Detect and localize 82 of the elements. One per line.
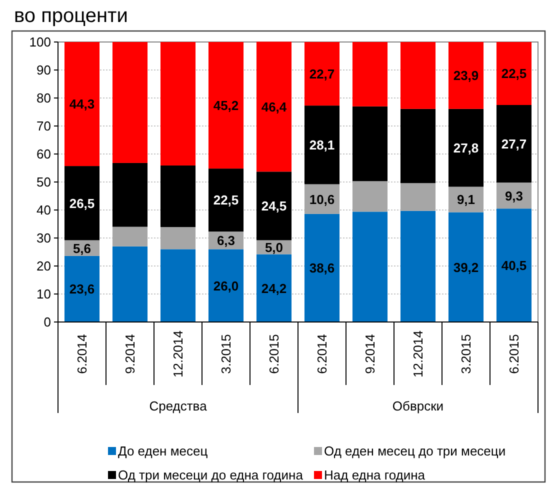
x-tick-label: 6.2015 <box>266 334 282 374</box>
bar <box>256 254 292 322</box>
bar <box>304 42 340 106</box>
y-tick-label: 80 <box>36 90 51 106</box>
x-tick-label: 6.2014 <box>74 334 90 374</box>
text: Средства <box>149 398 208 414</box>
y-tick-label: 10 <box>36 286 51 302</box>
x-tick-label: 6.2014 <box>314 334 330 374</box>
data-label: 22,5 <box>501 66 527 82</box>
legend-label: До еден месец <box>118 444 208 459</box>
legend-label: Од три месеци до една година <box>118 468 304 483</box>
bar <box>64 256 100 322</box>
data-label: 10,6 <box>309 192 335 207</box>
x-tick-label: 12.2014 <box>410 330 426 378</box>
x-tick-label: 9.2014 <box>122 334 138 374</box>
bar <box>256 172 292 240</box>
bar <box>112 162 148 227</box>
y-tick-label: 100 <box>29 34 51 50</box>
y-tick-label: 20 <box>36 258 51 274</box>
bar <box>64 42 100 166</box>
data-label: 39,2 <box>453 260 479 275</box>
data-label: 44,3 <box>69 96 95 112</box>
data-label: 27,8 <box>453 140 479 156</box>
x-tick-label: 12.2014 <box>170 330 186 378</box>
data-label: 5,6 <box>72 240 92 256</box>
x-tick-label: 3.2015 <box>218 334 234 374</box>
bar <box>160 42 196 166</box>
data-label: 26,0 <box>213 278 239 294</box>
y-tick-label: 0 <box>44 314 51 330</box>
bar <box>352 106 388 182</box>
legend-label: Над една година <box>324 468 426 483</box>
data-label: 45,2 <box>213 98 239 113</box>
data-label: 22,5 <box>213 192 239 208</box>
bar <box>496 105 532 183</box>
bar <box>400 108 436 184</box>
y-tick-label: 70 <box>36 118 51 134</box>
x-tick-label: 3.2015 <box>458 334 474 374</box>
chart-title: во проценти <box>14 5 128 27</box>
data-label: 23,6 <box>69 282 95 297</box>
data-label: 22,7 <box>309 66 335 82</box>
bar <box>400 42 436 109</box>
bar <box>448 42 484 109</box>
bar <box>112 42 148 163</box>
data-label: 40,5 <box>501 258 527 273</box>
data-label: 28,1 <box>309 138 335 153</box>
text: Обврски <box>392 398 444 414</box>
data-label: 6,3 <box>216 233 236 248</box>
data-label: 23,9 <box>453 68 479 84</box>
y-tick-label: 30 <box>36 230 51 246</box>
bar <box>352 42 388 106</box>
bar <box>496 42 532 105</box>
bar <box>64 166 100 240</box>
bar <box>448 212 484 322</box>
data-label: 26,5 <box>69 196 95 211</box>
bar <box>256 42 292 172</box>
data-label: 27,7 <box>501 136 527 152</box>
bar <box>352 212 388 322</box>
bar <box>112 246 148 322</box>
y-tick-label: 40 <box>36 202 51 218</box>
data-label: 5,0 <box>264 240 284 255</box>
data-label: 38,6 <box>309 260 335 276</box>
bar <box>208 168 244 232</box>
legend-label: Од еден месец до три месеци <box>324 444 506 459</box>
x-tick-label: 9.2014 <box>362 334 378 374</box>
y-tick-label: 90 <box>36 62 51 78</box>
y-tick-label: 50 <box>36 174 51 190</box>
bar <box>160 249 196 322</box>
data-label: 9,3 <box>504 188 524 204</box>
bar <box>304 214 340 322</box>
y-tick-label: 60 <box>36 146 51 162</box>
bar <box>448 108 484 187</box>
data-label: 24,2 <box>261 280 287 296</box>
bar <box>208 249 244 322</box>
bar <box>496 208 532 322</box>
bar <box>208 42 244 169</box>
data-label: 9,1 <box>456 192 476 208</box>
data-label: 46,4 <box>261 99 288 114</box>
data-label: 24,5 <box>261 198 287 214</box>
bar <box>160 165 196 228</box>
x-tick-label: 6.2015 <box>506 334 522 374</box>
bar <box>400 210 436 322</box>
bar <box>304 106 340 184</box>
